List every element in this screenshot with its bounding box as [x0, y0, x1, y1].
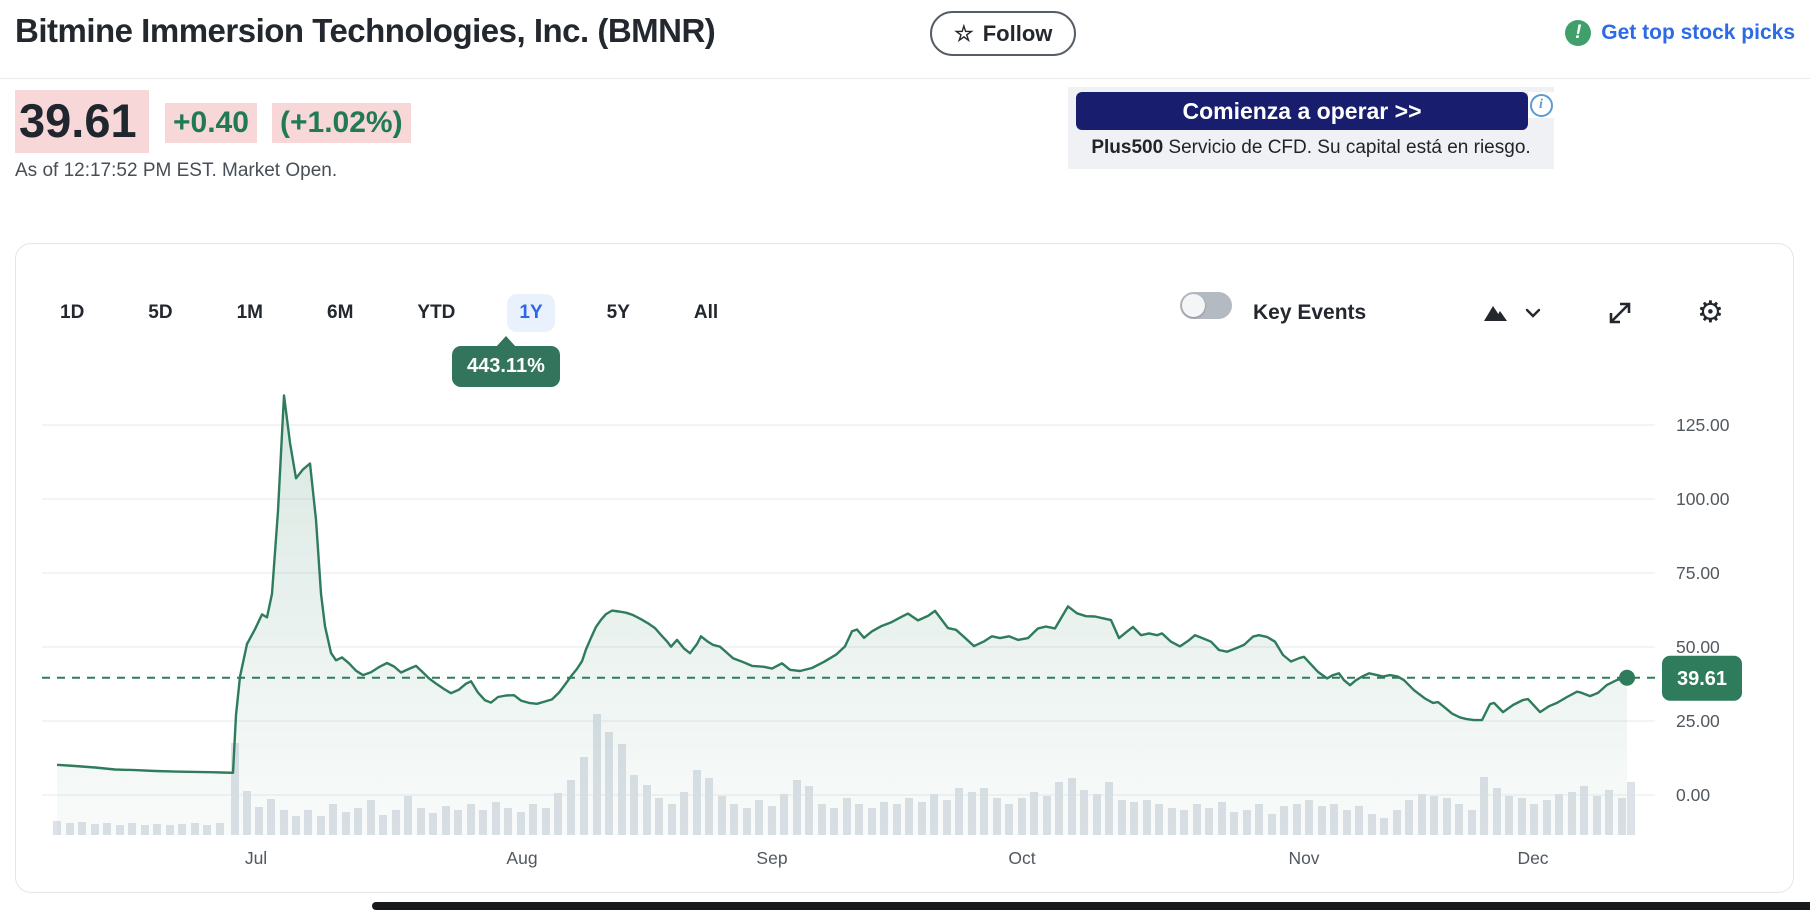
price-change: +0.40 [165, 103, 257, 143]
info-icon: i [1529, 93, 1553, 117]
current-price: 39.61 [15, 90, 149, 153]
range-tabs: 1D 5D 1M 6M YTD 1Y 5Y All [48, 292, 730, 333]
header-divider [0, 78, 1810, 79]
ad-disclaimer-text: Servicio de CFD. Su capital está en ries… [1163, 137, 1531, 158]
toggle-knob [1182, 294, 1205, 317]
fullscreen-button[interactable] [1606, 292, 1634, 333]
page-title: Bitmine Immersion Technologies, Inc. (BM… [15, 12, 716, 49]
area-chart-icon [1484, 305, 1507, 321]
ad-disclaimer: Plus500 Servicio de CFD. Su capital está… [1068, 137, 1554, 159]
tab-6m[interactable]: 6M [327, 301, 354, 323]
tab-1m[interactable]: 1M [236, 301, 263, 323]
chevron-down-icon [1525, 308, 1541, 318]
tab-1d[interactable]: 1D [60, 301, 85, 323]
get-top-stock-picks-label: Get top stock picks [1601, 21, 1795, 44]
get-top-stock-picks-link[interactable]: ! Get top stock picks [1565, 20, 1795, 46]
ad-cta-button[interactable]: Comienza a operar >> [1076, 92, 1528, 130]
key-events-label: Key Events [1253, 300, 1367, 324]
tab-1y[interactable]: 1Y [507, 293, 555, 332]
chart-card [15, 243, 1794, 893]
as-of-timestamp: As of 12:17:52 PM EST. Market Open. [15, 160, 338, 181]
period-return-badge: 443.11% [452, 336, 560, 387]
star-icon: ☆ [954, 20, 974, 46]
bottom-overlay-strip [372, 902, 1810, 910]
key-events-toggle[interactable] [1180, 292, 1232, 319]
ad-info-button[interactable]: i [1528, 92, 1554, 118]
expand-icon [1609, 302, 1631, 323]
ad-sponsor-name: Plus500 [1091, 137, 1164, 158]
tab-5d[interactable]: 5D [148, 301, 173, 323]
sponsored-ad: Comienza a operar >> i Plus500 Servicio … [1068, 87, 1554, 169]
chart-type-dropdown[interactable] [1483, 292, 1541, 333]
gear-icon: ⚙ [1697, 295, 1724, 329]
alert-icon: ! [1565, 20, 1592, 46]
tab-5y[interactable]: 5Y [606, 301, 630, 323]
chart-settings-button[interactable]: ⚙ [1697, 292, 1724, 333]
follow-button[interactable]: ☆ Follow [930, 11, 1077, 56]
price-change-percent: (+1.02%) [272, 103, 411, 143]
tab-all[interactable]: All [693, 301, 719, 323]
tab-ytd[interactable]: YTD [417, 301, 456, 323]
follow-label: Follow [982, 20, 1053, 46]
